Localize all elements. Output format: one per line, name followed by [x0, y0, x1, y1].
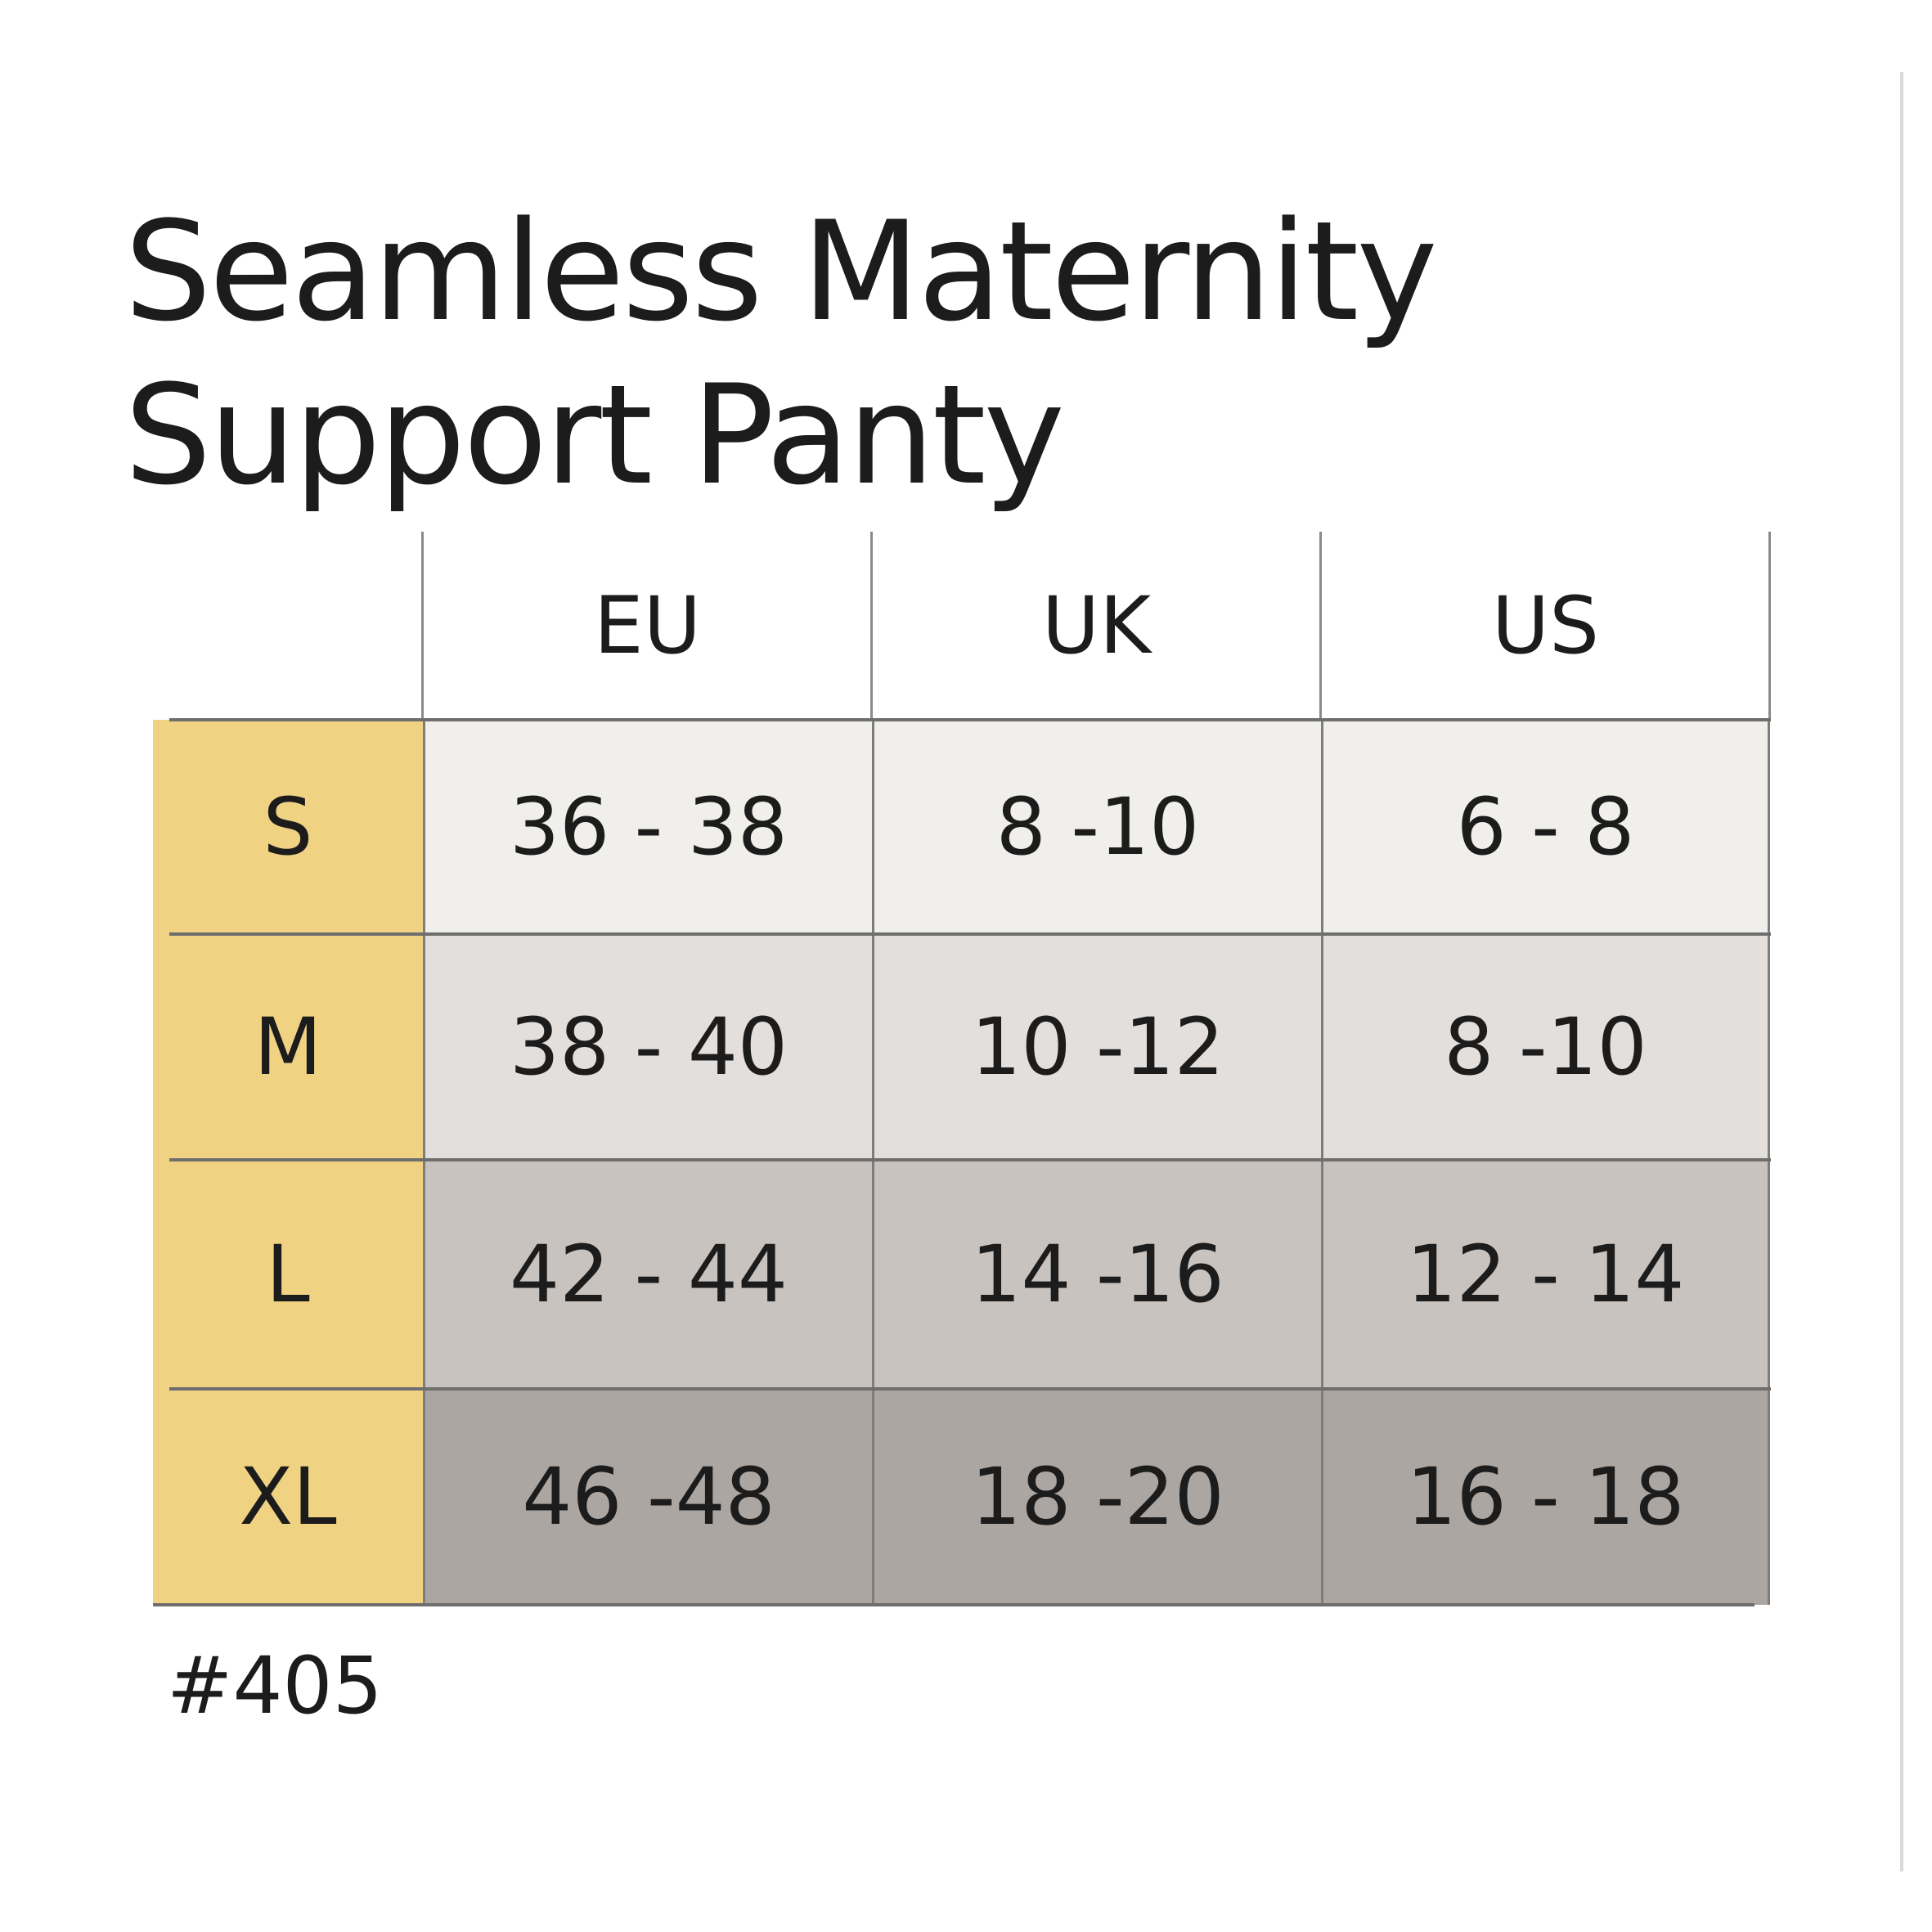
table-row: XL 46 -48 18 -20 16 - 18	[153, 1389, 1771, 1605]
size-column-band	[153, 720, 423, 1605]
size-label: S	[263, 781, 313, 873]
eu-size-cell: 38 - 40	[423, 934, 872, 1160]
size-label: XL	[239, 1451, 337, 1543]
eu-size-cell: 36 - 38	[423, 720, 872, 934]
header-divider	[421, 532, 424, 720]
size-label: M	[254, 1001, 322, 1093]
row-divider	[153, 1603, 1755, 1606]
table-row: L 42 - 44 14 -16 12 - 14	[153, 1160, 1771, 1389]
row-divider	[169, 718, 1771, 721]
table-row: S 36 - 38 8 -10 6 - 8	[153, 720, 1771, 934]
column-header-eu: EU	[594, 580, 701, 672]
us-size-cell: 16 - 18	[1321, 1389, 1770, 1605]
column-header-us: US	[1491, 580, 1600, 672]
eu-size-cell: 42 - 44	[423, 1160, 872, 1389]
product-number: #405	[167, 1640, 383, 1732]
header-divider	[1319, 532, 1322, 720]
table-row: M 38 - 40 10 -12 8 -10	[153, 934, 1771, 1160]
row-divider	[169, 1158, 1771, 1161]
header-divider	[1768, 532, 1771, 720]
row-divider	[169, 932, 1771, 936]
title-line-1: Seamless Maternity	[124, 191, 1438, 352]
header-divider	[870, 532, 873, 720]
page-title: Seamless Maternity Support Panty	[124, 190, 1438, 517]
page-edge-rule	[1900, 72, 1903, 1871]
us-size-cell: 6 - 8	[1321, 720, 1770, 934]
uk-size-cell: 14 -16	[872, 1160, 1321, 1389]
us-size-cell: 12 - 14	[1321, 1160, 1770, 1389]
size-label: L	[266, 1229, 310, 1320]
size-chart-table: EU UK US S 36 - 38 8 -10 6 - 8 M 38 - 40…	[153, 532, 1771, 1606]
row-divider	[169, 1387, 1771, 1391]
us-size-cell: 8 -10	[1321, 934, 1770, 1160]
uk-size-cell: 8 -10	[872, 720, 1321, 934]
eu-size-cell: 46 -48	[423, 1389, 872, 1605]
column-header-uk: UK	[1041, 580, 1152, 672]
title-line-2: Support Panty	[124, 355, 1065, 515]
uk-size-cell: 10 -12	[872, 934, 1321, 1160]
uk-size-cell: 18 -20	[872, 1389, 1321, 1605]
